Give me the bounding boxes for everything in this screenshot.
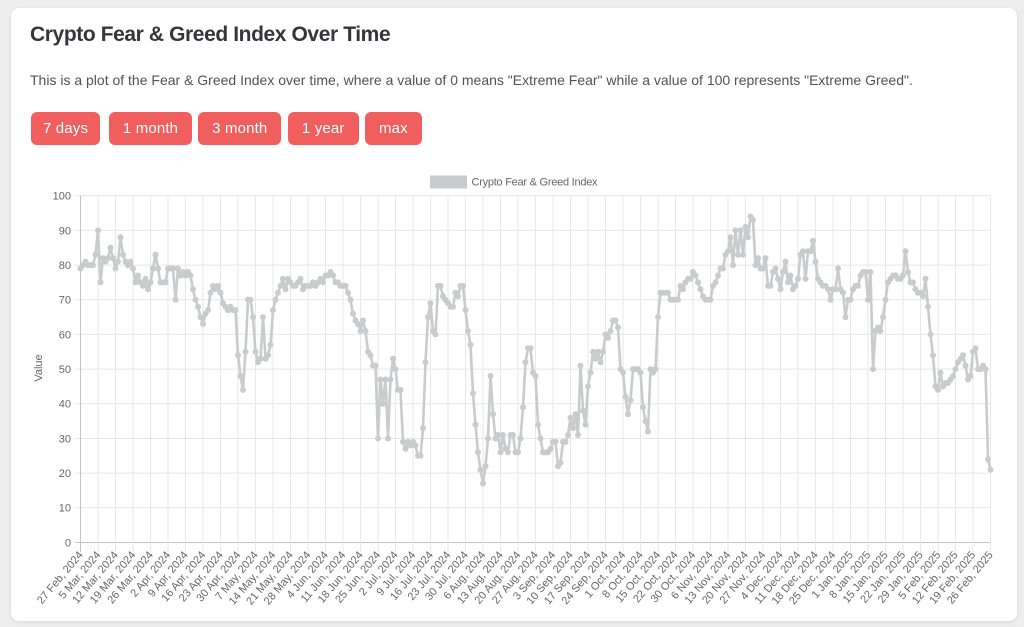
svg-text:50: 50 — [59, 364, 71, 376]
svg-text:Value: Value — [33, 354, 45, 381]
svg-text:10: 10 — [59, 503, 71, 515]
svg-text:Crypto Fear & Greed Index: Crypto Fear & Greed Index — [472, 177, 599, 189]
svg-text:0: 0 — [65, 537, 71, 549]
svg-text:20: 20 — [59, 468, 71, 480]
svg-text:40: 40 — [59, 399, 71, 411]
svg-text:60: 60 — [59, 329, 71, 341]
svg-text:30: 30 — [59, 433, 71, 445]
svg-text:90: 90 — [59, 225, 71, 237]
svg-text:70: 70 — [59, 295, 71, 307]
svg-text:80: 80 — [59, 260, 71, 272]
svg-text:100: 100 — [53, 191, 71, 203]
